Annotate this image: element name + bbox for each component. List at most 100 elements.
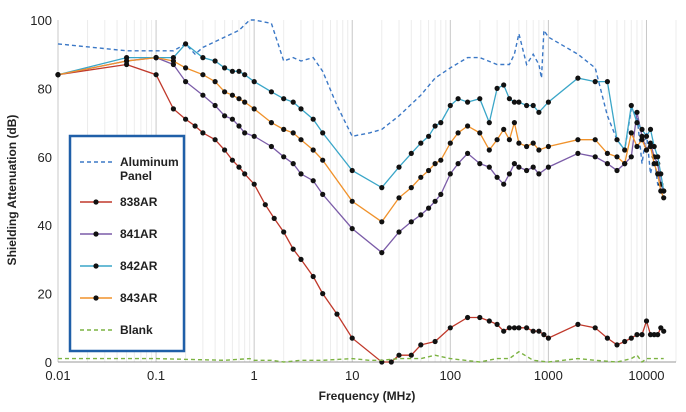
data-point	[477, 314, 483, 321]
data-point	[408, 185, 414, 191]
data-point	[545, 164, 552, 170]
data-point	[639, 137, 645, 143]
data-point	[310, 116, 316, 122]
data-point	[268, 143, 274, 150]
x-tick-label: 1	[251, 368, 258, 383]
data-point	[432, 123, 438, 129]
data-point	[455, 130, 461, 136]
data-point	[541, 332, 547, 338]
x-tick-label: 0.1	[147, 368, 165, 383]
data-point	[408, 352, 414, 358]
data-point	[281, 229, 287, 235]
data-point	[192, 123, 198, 129]
x-tick-label: 100	[439, 368, 461, 383]
data-point	[229, 92, 235, 98]
data-point	[349, 226, 355, 232]
data-point	[170, 58, 176, 64]
data-point	[647, 126, 654, 132]
data-point	[651, 161, 657, 167]
data-point	[614, 154, 620, 160]
data-point	[622, 338, 628, 345]
data-point	[661, 328, 667, 334]
data-point	[290, 99, 296, 105]
y-tick-label: 0	[45, 355, 52, 370]
data-point	[320, 191, 326, 197]
y-tick-label: 60	[38, 150, 52, 165]
data-point	[506, 171, 512, 177]
data-point	[477, 96, 483, 102]
data-point	[465, 314, 471, 321]
data-point	[379, 185, 385, 191]
data-point	[506, 96, 512, 102]
data-point	[310, 178, 316, 184]
data-point	[486, 164, 492, 170]
data-point	[229, 68, 235, 74]
data-point	[268, 120, 274, 126]
data-point	[530, 140, 536, 146]
data-point	[438, 120, 444, 126]
data-point	[236, 96, 242, 102]
data-point	[349, 335, 355, 341]
data-point	[455, 96, 461, 102]
data-point	[614, 342, 620, 348]
legend-marker	[93, 199, 99, 205]
data-point	[290, 246, 296, 252]
data-point	[222, 147, 228, 153]
data-point	[268, 89, 274, 95]
data-point	[153, 72, 159, 78]
data-point	[388, 359, 394, 365]
legend-box	[68, 134, 186, 353]
x-tick-label: 10	[345, 368, 359, 383]
data-point	[298, 137, 304, 143]
data-point	[511, 99, 517, 105]
data-point	[511, 120, 517, 126]
data-point	[486, 147, 492, 153]
data-point	[426, 205, 432, 211]
data-point	[536, 328, 542, 334]
data-point	[251, 133, 257, 139]
data-point	[310, 147, 316, 153]
data-point	[379, 250, 385, 256]
data-point	[465, 150, 471, 156]
data-point	[655, 171, 661, 177]
data-point	[222, 65, 228, 71]
data-point	[658, 325, 664, 331]
data-point	[396, 352, 402, 358]
data-point	[628, 130, 634, 136]
data-point	[545, 99, 552, 105]
series-layer	[55, 19, 667, 365]
y-axis-title: Shielding Attenuation (dB)	[5, 115, 19, 266]
data-point	[511, 161, 517, 167]
data-point	[432, 198, 438, 204]
data-point	[183, 116, 189, 122]
data-point	[494, 321, 500, 327]
data-point	[222, 113, 228, 119]
data-point	[494, 137, 500, 143]
data-point	[447, 102, 453, 109]
legend-marker	[93, 231, 99, 237]
data-point	[396, 164, 402, 170]
data-point	[183, 79, 189, 85]
data-point	[455, 161, 461, 167]
data-point	[524, 143, 530, 150]
y-tick-label: 40	[38, 218, 52, 233]
y-tick-label: 20	[38, 287, 52, 302]
axis-layer: 0.01 0.1 1 10 100 1000 10000 0 20 40 60 80 100	[30, 13, 676, 383]
legend-label-line2: Panel	[120, 169, 152, 183]
data-point	[604, 79, 611, 85]
data-point	[183, 65, 189, 71]
legend-label: 842AR	[120, 259, 158, 273]
data-point	[396, 195, 402, 201]
legend-marker	[93, 263, 99, 269]
data-point	[647, 332, 654, 338]
y-tick-label: 80	[38, 81, 52, 96]
legend-label: 843AR	[120, 291, 158, 305]
data-point	[251, 181, 257, 187]
data-point	[320, 130, 326, 136]
data-point	[212, 58, 218, 64]
data-point	[628, 335, 634, 341]
data-point	[212, 137, 218, 143]
data-point	[643, 147, 650, 153]
data-point	[634, 143, 640, 150]
data-point	[447, 140, 453, 146]
